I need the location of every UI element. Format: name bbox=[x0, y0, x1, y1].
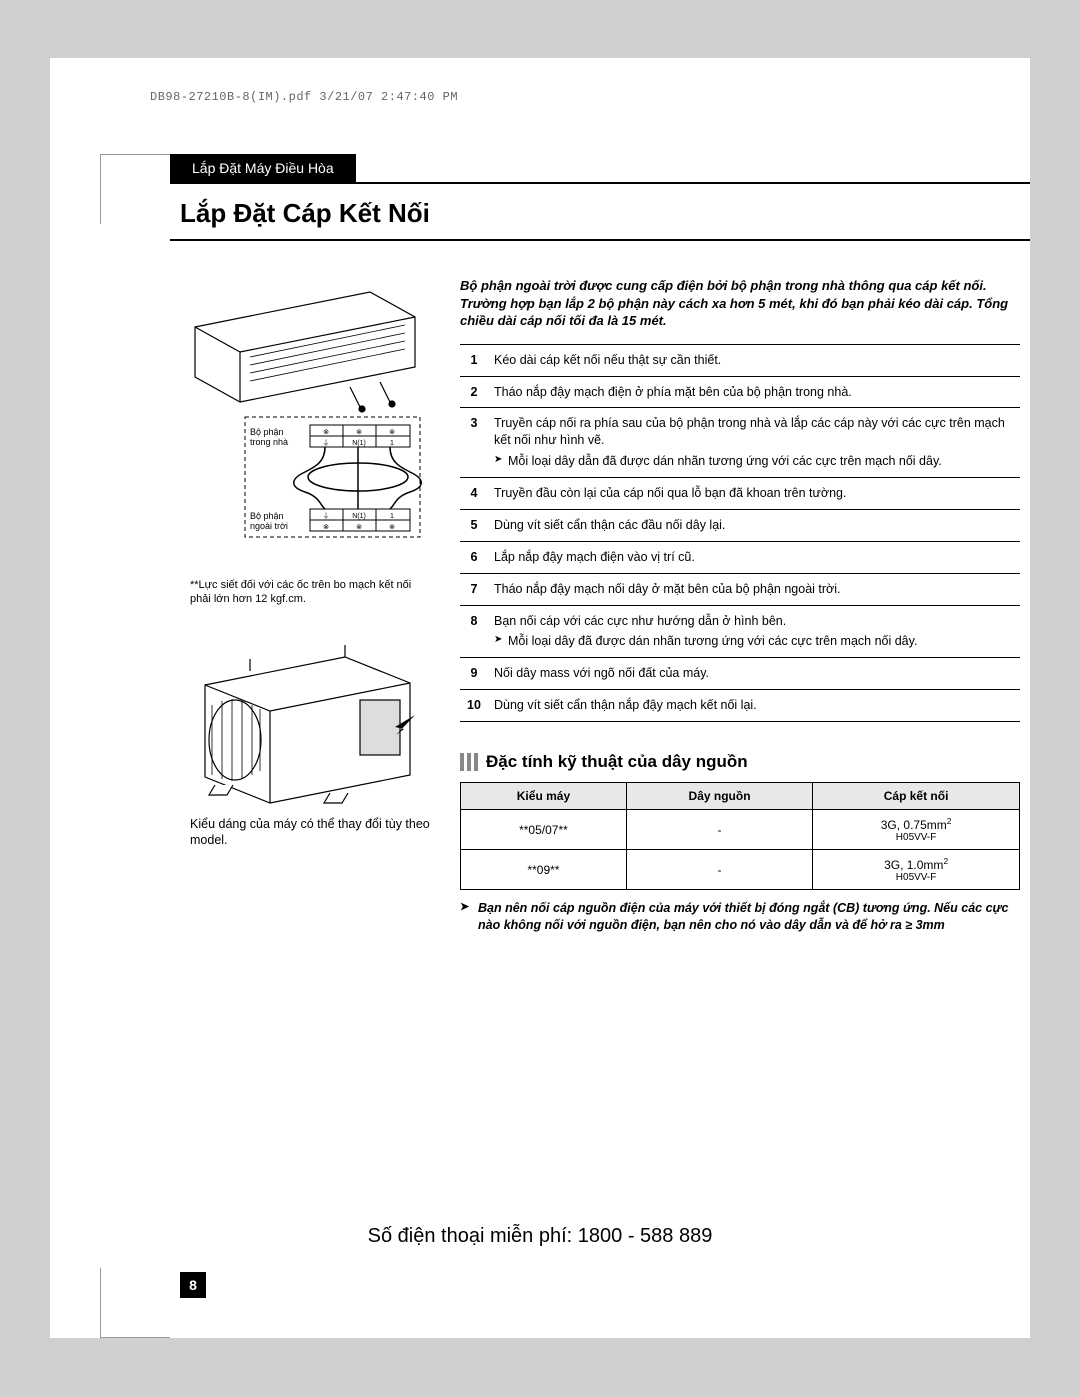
spec-header-cell: Kiểu máy bbox=[461, 783, 627, 810]
spec-heading-text: Đặc tính kỹ thuật của dây nguồn bbox=[486, 752, 748, 772]
rule-top bbox=[170, 182, 1030, 184]
step-text: Nối dây mass với ngõ nối đất của máy. bbox=[488, 658, 1020, 690]
hotline-text: Số điện thoại miễn phí: 1800 - 588 889 bbox=[50, 1225, 1030, 1248]
svg-text:N(1): N(1) bbox=[352, 513, 366, 520]
crop-mark-top-left bbox=[100, 154, 170, 224]
step-row: 10Dùng vít siết cẩn thận nắp đậy mạch kế… bbox=[460, 690, 1020, 722]
step-number: 2 bbox=[460, 376, 488, 408]
diagram-column: ⊗ ⊗ ⊗ N(1) 1 ⏚ bbox=[180, 277, 440, 934]
step-number: 4 bbox=[460, 478, 488, 510]
step-sub-note: Mỗi loại dây dẫn đã được dán nhãn tương … bbox=[494, 453, 1014, 470]
step-row: 2Tháo nắp đậy mạch điện ở phía mặt bên c… bbox=[460, 376, 1020, 408]
svg-text:⊗: ⊗ bbox=[356, 429, 362, 436]
step-number: 5 bbox=[460, 509, 488, 541]
outdoor-unit-diagram: Kiểu dáng của máy có thể thay đổi tùy th… bbox=[180, 635, 440, 859]
terminal-1: 1 bbox=[390, 440, 394, 447]
step-row: 1Kéo dài cáp kết nối nếu thật sự cần thi… bbox=[460, 344, 1020, 376]
step-text: Dùng vít siết cẩn thận nắp đậy mạch kết … bbox=[488, 690, 1020, 722]
svg-text:ngoài trời: ngoài trời bbox=[250, 521, 288, 531]
step-text: Kéo dài cáp kết nối nếu thật sự cần thiế… bbox=[488, 344, 1020, 376]
svg-text:⊗: ⊗ bbox=[356, 524, 362, 531]
text-column: Bộ phận ngoài trời được cung cấp điện bở… bbox=[460, 277, 1020, 934]
svg-text:⏚: ⏚ bbox=[323, 439, 330, 447]
spec-cell: - bbox=[626, 850, 812, 890]
section-tab: Lắp Đặt Máy Điều Hòa bbox=[170, 154, 356, 182]
crop-mark-bottom-left bbox=[100, 1268, 170, 1338]
step-text: Truyền đầu còn lại của cáp nối qua lỗ bạ… bbox=[488, 478, 1020, 510]
model-note: Kiểu dáng của máy có thể thay đổi tùy th… bbox=[190, 816, 430, 849]
spec-row: **05/07**-3G, 0.75mm2H05VV-F bbox=[461, 810, 1020, 850]
cb-warning-note: Bạn nên nối cáp nguồn điện của máy với t… bbox=[460, 900, 1020, 934]
step-row: 3Truyền cáp nối ra phía sau của bộ phận … bbox=[460, 408, 1020, 478]
step-text: Tháo nắp đậy mạch nối dây ở mặt bên của … bbox=[488, 573, 1020, 605]
content-area: Lắp Đặt Máy Điều Hòa Lắp Đặt Cáp Kết Nối bbox=[170, 154, 1030, 934]
indoor-label: Bộ phận bbox=[250, 427, 284, 437]
wiring-diagram-svg: ⊗ ⊗ ⊗ N(1) 1 ⏚ bbox=[190, 287, 430, 567]
svg-text:trong nhà: trong nhà bbox=[250, 437, 288, 447]
torque-note: **Lực siết đối với các ốc trên bo mạch k… bbox=[190, 578, 430, 607]
indoor-unit-diagram: ⊗ ⊗ ⊗ N(1) 1 ⏚ bbox=[180, 277, 440, 617]
spec-cell: **05/07** bbox=[461, 810, 627, 850]
spec-cell: 3G, 1.0mm2H05VV-F bbox=[813, 850, 1020, 890]
svg-text:1: 1 bbox=[390, 513, 394, 520]
outdoor-label: Bộ phận bbox=[250, 511, 284, 521]
steps-table: 1Kéo dài cáp kết nối nếu thật sự cần thi… bbox=[460, 344, 1020, 722]
step-row: 6Lắp nắp đậy mạch điện vào vị trí cũ. bbox=[460, 541, 1020, 573]
outdoor-unit-svg bbox=[190, 645, 430, 805]
spec-row: **09**-3G, 1.0mm2H05VV-F bbox=[461, 850, 1020, 890]
page-title: Lắp Đặt Cáp Kết Nối bbox=[180, 198, 1030, 229]
step-text: Bạn nối cáp với các cực như hướng dẫn ở … bbox=[488, 605, 1020, 658]
two-column-layout: ⊗ ⊗ ⊗ N(1) 1 ⏚ bbox=[170, 241, 1030, 934]
step-number: 1 bbox=[460, 344, 488, 376]
step-text: Lắp nắp đậy mạch điện vào vị trí cũ. bbox=[488, 541, 1020, 573]
step-row: 5Dùng vít siết cẩn thận các đầu nối dây … bbox=[460, 509, 1020, 541]
document-page: DB98-27210B-8(IM).pdf 3/21/07 2:47:40 PM… bbox=[50, 58, 1030, 1338]
spec-heading: Đặc tính kỹ thuật của dây nguồn bbox=[460, 752, 1020, 772]
heading-bars-icon bbox=[460, 753, 478, 771]
svg-text:⊗: ⊗ bbox=[323, 524, 329, 531]
step-number: 9 bbox=[460, 658, 488, 690]
svg-text:⊗: ⊗ bbox=[323, 429, 329, 436]
spec-cell: 3G, 0.75mm2H05VV-F bbox=[813, 810, 1020, 850]
step-text: Tháo nắp đậy mạch điện ở phía mặt bên củ… bbox=[488, 376, 1020, 408]
spec-table: Kiểu máyDây nguồnCáp kết nối **05/07**-3… bbox=[460, 782, 1020, 890]
step-text: Truyền cáp nối ra phía sau của bộ phận t… bbox=[488, 408, 1020, 478]
svg-text:⊗: ⊗ bbox=[389, 429, 395, 436]
step-sub-note: Mỗi loại dây đã được dán nhãn tương ứng … bbox=[494, 633, 1014, 650]
svg-text:⏚: ⏚ bbox=[323, 512, 330, 520]
step-number: 6 bbox=[460, 541, 488, 573]
spec-cell: - bbox=[626, 810, 812, 850]
step-row: 9Nối dây mass với ngõ nối đất của máy. bbox=[460, 658, 1020, 690]
spec-cell: **09** bbox=[461, 850, 627, 890]
step-number: 3 bbox=[460, 408, 488, 478]
spec-header-cell: Cáp kết nối bbox=[813, 783, 1020, 810]
step-number: 8 bbox=[460, 605, 488, 658]
pdf-meta-line: DB98-27210B-8(IM).pdf 3/21/07 2:47:40 PM bbox=[150, 90, 458, 104]
step-number: 10 bbox=[460, 690, 488, 722]
step-row: 4Truyền đầu còn lại của cáp nối qua lỗ b… bbox=[460, 478, 1020, 510]
svg-text:⊗: ⊗ bbox=[389, 524, 395, 531]
page-number: 8 bbox=[180, 1272, 206, 1298]
step-row: 8Bạn nối cáp với các cực như hướng dẫn ở… bbox=[460, 605, 1020, 658]
intro-text: Bộ phận ngoài trời được cung cấp điện bở… bbox=[460, 277, 1020, 330]
step-row: 7Tháo nắp đậy mạch nối dây ở mặt bên của… bbox=[460, 573, 1020, 605]
step-number: 7 bbox=[460, 573, 488, 605]
step-text: Dùng vít siết cẩn thận các đầu nối dây l… bbox=[488, 509, 1020, 541]
spec-header-cell: Dây nguồn bbox=[626, 783, 812, 810]
terminal-n1: N(1) bbox=[352, 440, 366, 447]
